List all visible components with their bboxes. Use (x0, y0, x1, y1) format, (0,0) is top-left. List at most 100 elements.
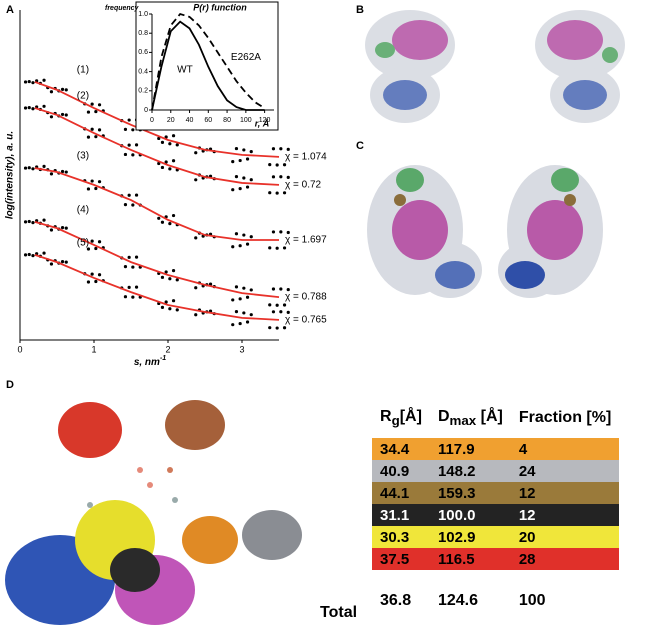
data-point (42, 218, 46, 222)
spacer-row (372, 570, 619, 590)
ensemble-render (5, 400, 302, 625)
data-point (31, 167, 35, 171)
data-point (168, 277, 172, 281)
data-point (64, 170, 68, 174)
data-point (97, 128, 102, 132)
data-point (279, 147, 283, 151)
data-point (127, 193, 131, 197)
data-point (23, 253, 28, 257)
table-cell: 31.1 (380, 506, 410, 524)
data-point (123, 152, 128, 157)
data-point (234, 310, 239, 314)
data-point (31, 220, 35, 225)
data-point (86, 135, 91, 139)
data-point (90, 239, 94, 243)
inset-y-label: frequency (105, 5, 140, 12)
table-cell: 44.1 (380, 484, 410, 502)
table-cell: 12 (518, 484, 536, 502)
x-tick-label: 60 (204, 117, 212, 124)
data-point (164, 160, 168, 164)
data-point (231, 298, 235, 302)
data-point (168, 142, 172, 146)
panel-letter: A (6, 4, 14, 16)
data-point (286, 310, 290, 314)
table-cell: 148.2 (437, 462, 476, 480)
data-point (27, 252, 31, 257)
header-rest: [Å] (476, 407, 503, 425)
data-point (286, 147, 290, 151)
data-point (194, 151, 198, 155)
data-point (168, 167, 172, 171)
data-point (60, 226, 65, 230)
data-point (231, 160, 235, 164)
data-point (194, 178, 198, 182)
data-point (164, 300, 168, 304)
header-cell: Rg[Å] (372, 398, 430, 438)
data-point (31, 81, 35, 85)
data-point (86, 247, 91, 251)
panel-letter: D (6, 379, 14, 391)
data-point (94, 246, 98, 251)
data-point (175, 143, 179, 147)
curve-label: (3) (77, 151, 89, 162)
data-point (194, 236, 198, 240)
data-point (279, 175, 283, 179)
header-sub: g (391, 413, 400, 429)
data-point (271, 310, 276, 314)
y-tick-label: 0 (144, 107, 148, 114)
table-cell: 34.4 (380, 440, 410, 458)
data-point (275, 246, 279, 250)
data-point (286, 175, 290, 179)
series-line (34, 220, 280, 298)
x-tick-label: 120 (259, 117, 271, 124)
data-point (238, 158, 242, 163)
data-point (23, 106, 28, 110)
data-point (286, 230, 290, 235)
data-point (275, 326, 279, 330)
table-cell: 30.3 (380, 528, 410, 546)
data-point (64, 226, 68, 230)
data-point (234, 285, 239, 289)
data-point (64, 113, 68, 117)
table-cell: 102.9 (437, 528, 476, 546)
table-row: 44.1 159.3 12 (372, 482, 620, 504)
x-axis-label: s, nm-1 (134, 355, 166, 368)
table-cell: 24 (518, 462, 536, 480)
data-point (171, 213, 176, 218)
molecule-render (367, 165, 603, 298)
data-point (245, 295, 250, 299)
table-row: 31.1 100.0 12 (372, 504, 620, 526)
data-point (49, 115, 54, 119)
y-axis-label: log(intensity), a. u. (5, 131, 16, 219)
data-point (249, 178, 253, 182)
y-tick-label: 0.4 (138, 68, 148, 75)
data-point (86, 187, 91, 191)
data-point (23, 166, 28, 170)
x-tick-label: 0 (17, 344, 22, 354)
data-point (234, 146, 239, 151)
data-point (160, 165, 165, 170)
data-point (131, 265, 135, 269)
data-point (127, 255, 131, 259)
data-point (123, 203, 128, 207)
header-row: Rg[Å] Dmax [Å] Fraction [%] (372, 398, 619, 438)
data-point (242, 233, 246, 237)
data-point (27, 219, 31, 224)
data-point (171, 159, 176, 163)
data-point (86, 280, 91, 284)
data-point (157, 216, 161, 220)
ensemble-table: Rg[Å] Dmax [Å] Fraction [%] 34.4 117.9 4 40.9 1… (372, 398, 620, 612)
table-cell: 4 (518, 440, 528, 458)
data-point (242, 148, 246, 152)
data-point (231, 323, 235, 327)
header-sub: max (449, 413, 477, 429)
data-point (127, 285, 131, 289)
x-tick-label: 40 (186, 117, 194, 124)
data-point (42, 164, 46, 168)
data-point (268, 191, 272, 195)
series-line (34, 254, 280, 321)
data-point (249, 313, 253, 317)
table-cell: 20 (518, 528, 536, 546)
data-point (123, 265, 128, 269)
data-point (94, 135, 98, 139)
